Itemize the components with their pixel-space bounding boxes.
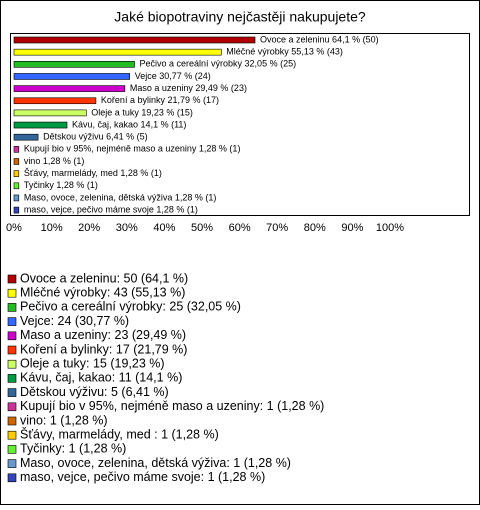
x-tick-label: 50% bbox=[191, 222, 213, 234]
x-tick-label: 100% bbox=[376, 222, 404, 234]
value-label: Kávu, čaj, kakao 14,1 % (11) bbox=[72, 119, 186, 129]
legend-label: Ovoce a zeleninu: 50 (64,1 %) bbox=[20, 271, 188, 285]
x-tick-label: 30% bbox=[116, 222, 138, 234]
value-label: Dětskou výživu 6,41 % (5) bbox=[43, 132, 148, 142]
bar bbox=[13, 182, 20, 190]
bar bbox=[13, 73, 130, 80]
legend-label: Kupují bio v 95%, nejméně maso a uzeniny… bbox=[20, 399, 324, 413]
legend-label: Kávu, čaj, kakao: 11 (14,1 %) bbox=[20, 371, 182, 385]
value-label: Tyčinky 1,28 % (1) bbox=[24, 180, 98, 190]
value-label: Šťávy, marmelády, med 1,28 % (1) bbox=[24, 168, 162, 178]
legend-label: Tyčinky: 1 (1,28 %) bbox=[20, 442, 126, 456]
x-tick-label: 0% bbox=[6, 222, 22, 234]
legend-label: Maso a uzeniny: 23 (29,49 %) bbox=[20, 328, 186, 342]
value-label: Ovoce a zeleninu 64,1 % (50) bbox=[260, 34, 379, 44]
bar bbox=[13, 194, 20, 202]
x-tick-label: 80% bbox=[304, 222, 326, 234]
legend-label: Maso, ovoce, zelenina, dětská výživa: 1 … bbox=[20, 456, 291, 470]
chart-title: Jaké biopotraviny nejčastěji nakupujete? bbox=[114, 9, 366, 25]
legend-swatch bbox=[7, 359, 17, 369]
value-label: Koření a bylinky 21,79 % (17) bbox=[101, 95, 219, 105]
bar bbox=[13, 170, 20, 177]
legend-swatch bbox=[7, 388, 17, 397]
legend-label: vino: 1 (1,28 %) bbox=[20, 413, 108, 427]
legend-label: Oleje a tuky: 15 (19,23 %) bbox=[20, 356, 165, 370]
x-tick-label: 20% bbox=[78, 222, 100, 234]
bar bbox=[13, 158, 20, 165]
legend-swatch bbox=[7, 402, 17, 412]
bar bbox=[13, 206, 20, 214]
value-label: Maso a uzeniny 29,49 % (23) bbox=[130, 83, 247, 93]
plot-frame bbox=[10, 33, 470, 216]
legend-swatch bbox=[7, 317, 17, 326]
legend-swatch bbox=[7, 288, 17, 298]
x-tick-label: 60% bbox=[229, 222, 251, 234]
bar bbox=[13, 121, 68, 129]
legend-swatch bbox=[7, 345, 17, 355]
x-tick-label: 90% bbox=[341, 222, 363, 234]
bar bbox=[13, 85, 126, 92]
legend-label: Dětskou výživu: 5 (6,41 %) bbox=[20, 385, 169, 399]
legend-swatch bbox=[7, 416, 17, 426]
legend-label: Mléčné výrobky: 43 (55,13 %) bbox=[20, 285, 185, 299]
bar bbox=[13, 97, 97, 105]
legend-swatch bbox=[7, 459, 17, 468]
x-tick-label: 40% bbox=[153, 222, 175, 234]
value-label: Kupují bio v 95%, nejméně maso a uzeniny… bbox=[24, 144, 241, 154]
legend-label: Pečivo a cereální výrobky: 25 (32,05 %) bbox=[20, 300, 241, 314]
legend-swatch bbox=[7, 473, 17, 483]
value-label: Vejce 30,77 % (24) bbox=[135, 71, 211, 81]
bar bbox=[13, 60, 135, 68]
legend-label: maso, vejce, pečivo máme svoje: 1 (1,28 … bbox=[20, 470, 265, 484]
bar bbox=[13, 36, 256, 44]
legend-swatch bbox=[7, 374, 17, 383]
x-tick-label: 70% bbox=[266, 222, 288, 234]
value-label: Mléčné výrobky 55,13 % (43) bbox=[226, 47, 343, 57]
bar bbox=[13, 109, 87, 117]
value-label: maso, vejce, pečivo máme svoje 1,28 % (1… bbox=[24, 204, 198, 214]
legend-swatch bbox=[7, 445, 17, 454]
legend-swatch bbox=[7, 430, 17, 440]
legend-swatch bbox=[7, 331, 17, 341]
bar bbox=[13, 146, 20, 153]
legend-label: Koření a bylinky: 17 (21,79 %) bbox=[20, 342, 187, 356]
value-label: Pečivo a cereální výrobky 32,05 % (25) bbox=[140, 59, 297, 69]
value-label: Oleje a tuky 19,23 % (15) bbox=[91, 107, 193, 117]
bar bbox=[13, 48, 222, 56]
x-tick-label: 10% bbox=[41, 222, 63, 234]
bar bbox=[13, 133, 39, 141]
value-label: Maso, ovoce, zelenina, dětská výživa 1,2… bbox=[24, 192, 217, 202]
legend-swatch bbox=[7, 274, 17, 284]
value-label: vino 1,28 % (1) bbox=[24, 156, 85, 166]
legend-label: Vejce: 24 (30,77 %) bbox=[20, 314, 129, 328]
legend-label: Šťávy, marmelády, med : 1 (1,28 %) bbox=[20, 426, 219, 441]
legend-swatch bbox=[7, 303, 17, 312]
